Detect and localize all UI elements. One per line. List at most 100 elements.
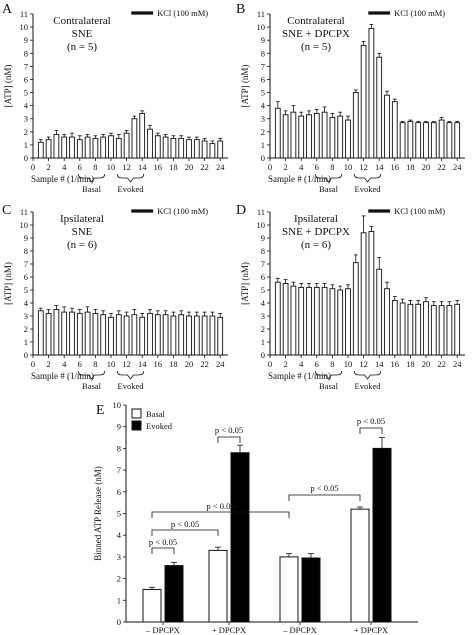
bar xyxy=(337,289,344,356)
panel-letter: C xyxy=(2,203,11,218)
bar xyxy=(438,119,445,159)
group-label: Evoked xyxy=(355,381,382,391)
x-tick-label: 20 xyxy=(422,359,431,369)
bar xyxy=(454,122,461,159)
x-tick-label: 24 xyxy=(216,359,225,369)
x-tick-label: 4 xyxy=(62,359,67,369)
group-label: Evoked xyxy=(118,184,145,194)
y-tick-label: 9 xyxy=(24,233,28,243)
y-tick-label: 2 xyxy=(24,127,28,137)
bar xyxy=(384,288,390,356)
y-tick-label: 11 xyxy=(257,9,265,19)
bracket-line xyxy=(217,436,241,443)
bar-basal xyxy=(350,508,370,623)
x-tick-label: 4 xyxy=(62,162,67,172)
panel-title-line: SNE xyxy=(72,28,93,40)
bar xyxy=(100,136,107,159)
panel-title-line: Contralateral xyxy=(53,15,110,27)
bar xyxy=(321,286,328,356)
bar xyxy=(282,283,289,356)
y-tick-label: 8 xyxy=(24,246,28,256)
bar xyxy=(298,115,305,159)
bracket-line xyxy=(151,511,290,518)
bar xyxy=(360,232,367,356)
x-axis-label: Sample # (1/min) xyxy=(268,174,331,184)
y-tick-label: 2 xyxy=(24,324,28,334)
bar xyxy=(37,310,44,356)
significance-bracket: p < 0.05 xyxy=(357,416,385,434)
bar xyxy=(399,302,406,356)
bar xyxy=(76,139,83,159)
y-tick-label: 5 xyxy=(24,285,28,295)
group-bracket xyxy=(77,173,106,183)
y-tick-label: 5 xyxy=(261,88,265,98)
bar xyxy=(438,305,445,356)
bar xyxy=(69,311,75,356)
bar xyxy=(306,114,312,159)
y-tick-label: 10 xyxy=(257,220,266,230)
significance-bracket: p < 0.05 xyxy=(149,537,177,554)
bar xyxy=(313,113,320,159)
bar xyxy=(53,309,60,356)
x-tick-label: 0 xyxy=(268,162,272,172)
y-tick-label: 5 xyxy=(261,285,265,295)
x-tick-label: 6 xyxy=(315,359,319,369)
bar xyxy=(45,312,52,356)
bar xyxy=(139,316,146,356)
bar xyxy=(193,139,200,159)
panel-title-line: Contralateral xyxy=(287,15,344,27)
bar xyxy=(154,135,161,159)
y-tick-label: 6 xyxy=(261,272,265,282)
y-tick-label: 4 xyxy=(24,101,29,111)
x-tick-label: 10 xyxy=(107,162,116,172)
bar xyxy=(446,122,453,159)
bar xyxy=(209,315,216,356)
panel-letter: D xyxy=(236,203,246,218)
bar xyxy=(446,305,453,356)
bar xyxy=(131,118,138,159)
bar xyxy=(108,316,114,356)
panel-title-line: Ipsilateral xyxy=(294,213,338,225)
panel-e: E 0 1 2 3 4 5 6 7 8 9 10 Binned ATP Release (nM) – DP… xyxy=(93,400,418,635)
bar xyxy=(352,262,359,356)
kcl-label: KCl (100 mM) xyxy=(157,8,208,18)
y-tick-label: 4 xyxy=(261,298,266,308)
y-tick-label: 3 xyxy=(261,114,265,124)
panel-letter: B xyxy=(236,2,245,17)
x-tick-label: 4 xyxy=(299,162,304,172)
bar-evoked xyxy=(372,447,392,623)
x-tick-label: 2 xyxy=(46,359,50,369)
p-value-label: p < 0.05 xyxy=(149,537,177,547)
bar xyxy=(345,119,351,159)
x-tick-label: 2 xyxy=(283,162,287,172)
x-tick-label: 18 xyxy=(406,359,415,369)
x-tick-label: 14 xyxy=(138,162,147,172)
bar xyxy=(123,132,130,159)
x-tick-label: 12 xyxy=(122,162,131,172)
bracket-line xyxy=(288,494,361,501)
bar xyxy=(313,286,320,356)
panel-title-line: (n = 5) xyxy=(301,41,331,53)
x-tick-label: 8 xyxy=(93,359,97,369)
bar xyxy=(274,107,281,159)
bar xyxy=(454,303,461,356)
y-tick-label: 0 xyxy=(117,617,121,627)
y-tick-label: 3 xyxy=(24,114,28,124)
bar xyxy=(407,120,414,159)
bar xyxy=(391,101,398,159)
bracket-line xyxy=(151,547,175,554)
y-axis-label: [ATP] (nM) xyxy=(240,262,250,305)
group-bracket xyxy=(353,173,382,183)
bar-basal xyxy=(208,549,228,623)
y-tick-label: 7 xyxy=(117,465,121,475)
y-tick-label: 7 xyxy=(24,259,28,269)
y-tick-label: 6 xyxy=(261,74,265,84)
x-tick-label: 12 xyxy=(359,359,368,369)
bar xyxy=(61,136,68,159)
y-tick-label: 10 xyxy=(113,400,122,410)
y-tick-label: 1 xyxy=(261,337,265,347)
x-tick-label: 14 xyxy=(375,359,384,369)
bar xyxy=(131,314,138,356)
bar xyxy=(329,288,336,356)
